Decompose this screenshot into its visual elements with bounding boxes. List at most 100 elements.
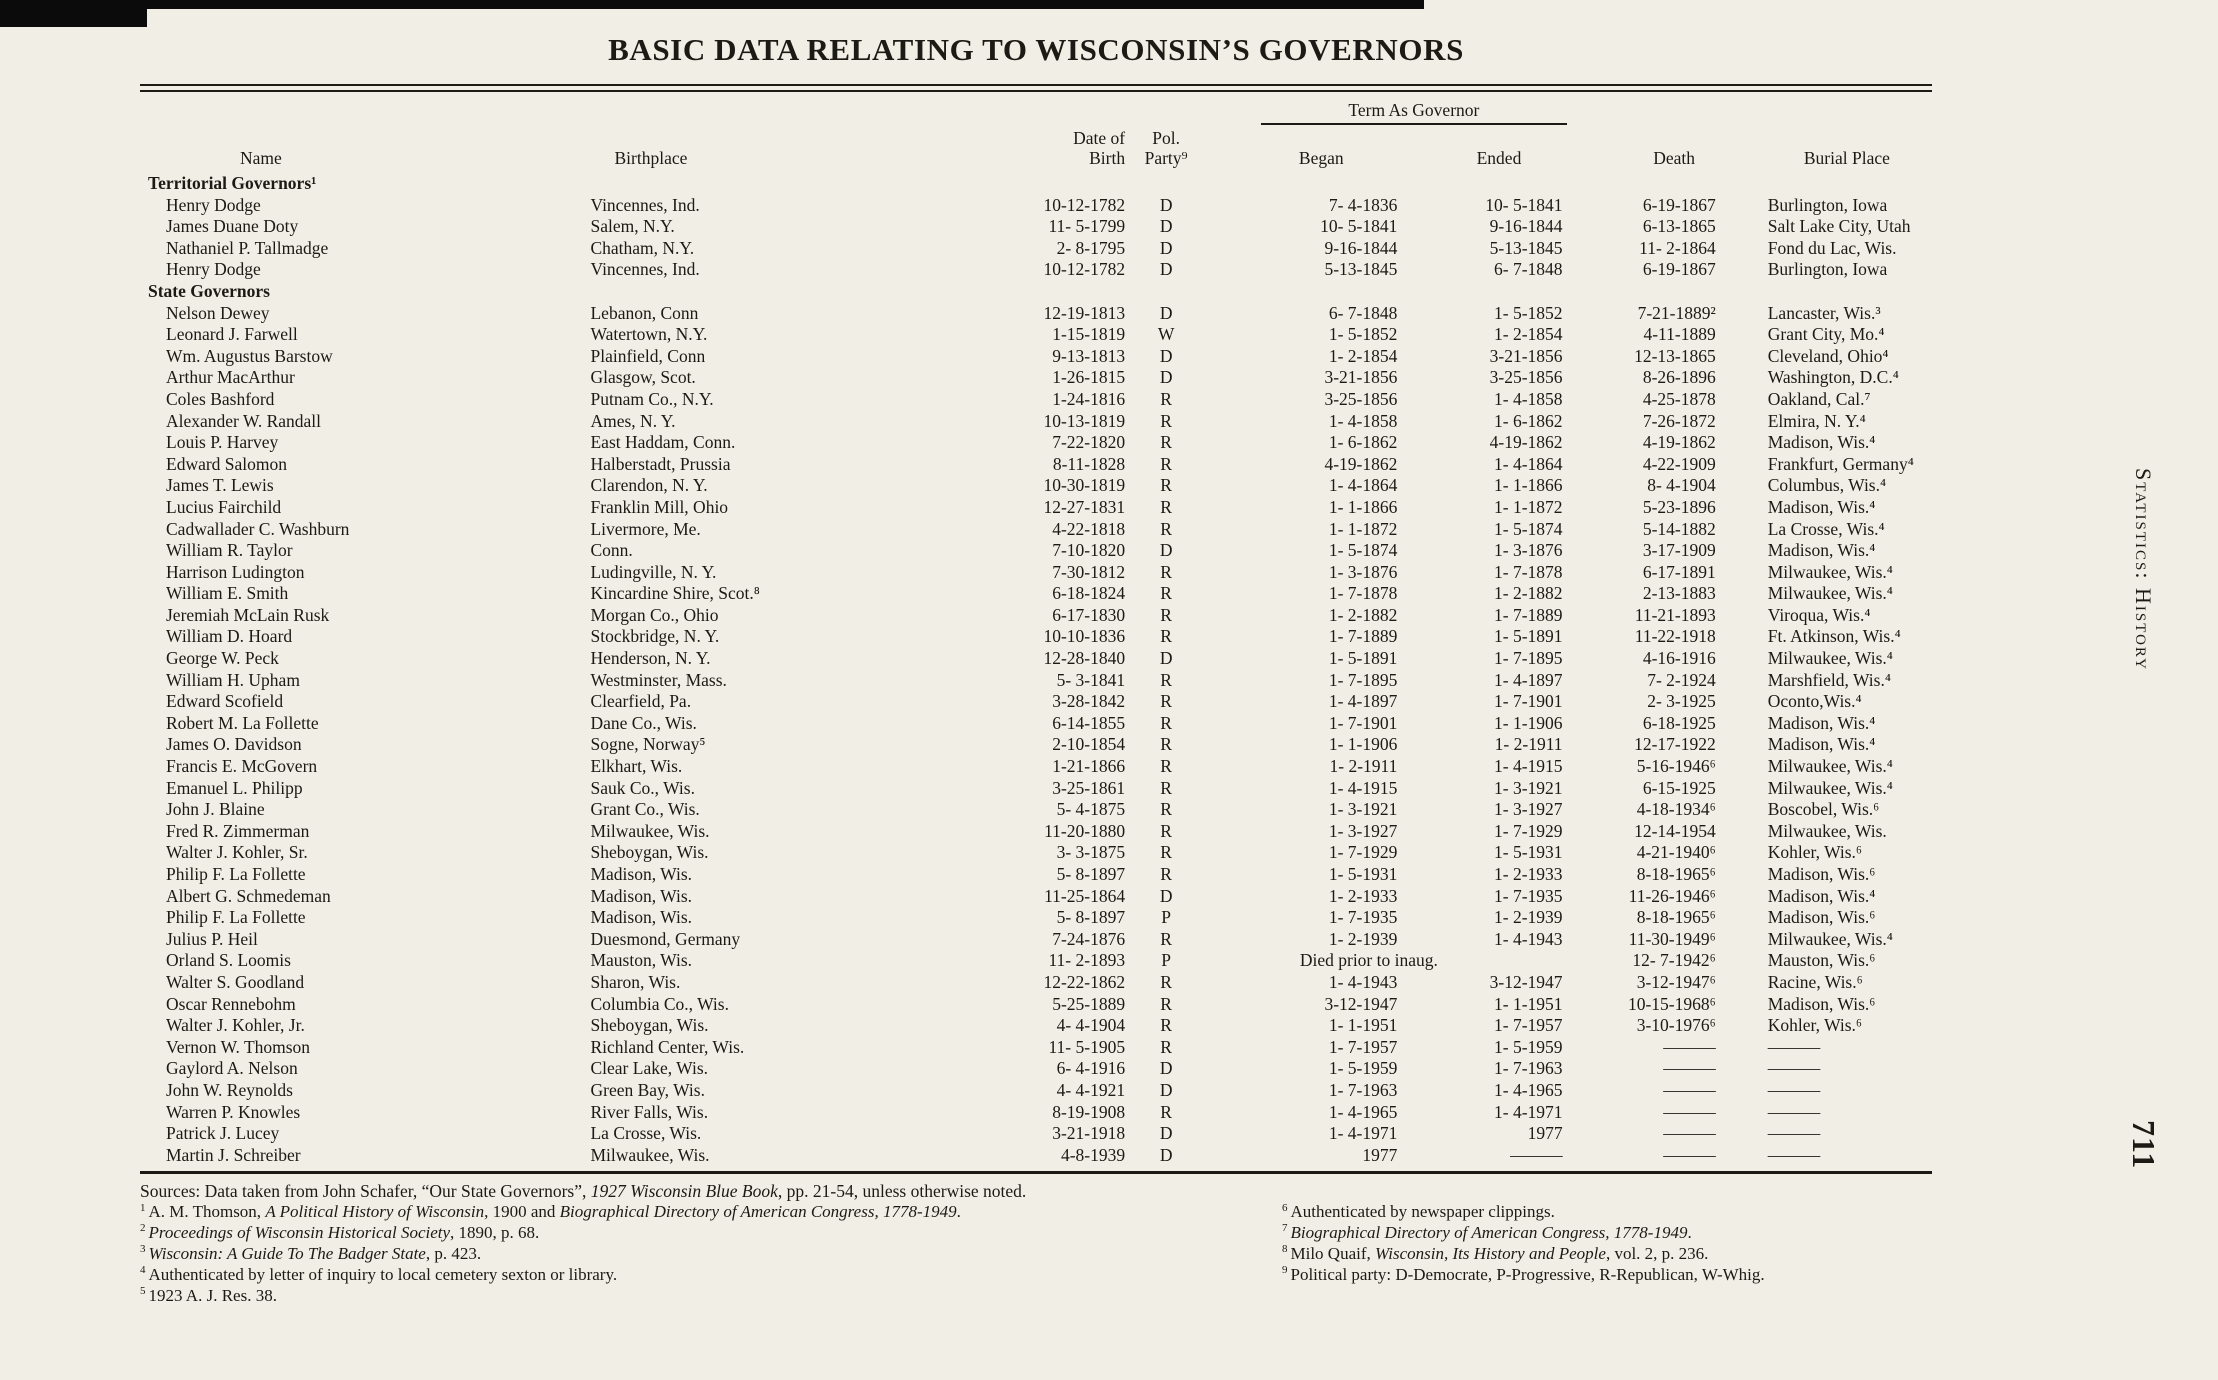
cell-death-date: 5-23-1896	[1642, 496, 1716, 517]
cell-term-began: 3-21-1856	[1324, 367, 1398, 388]
cell-birthplace: Milwaukee, Wis.	[590, 820, 710, 841]
governor-row: Walter J. Kohler, Jr. Sheboygan, Wis. 4- 4…	[140, 1015, 1932, 1037]
cell-term-ended: 1- 1-1866	[1494, 475, 1563, 496]
cell-death-date: 4-11-1889	[1643, 324, 1716, 345]
cell-term-ended: 1977	[1527, 1123, 1563, 1144]
cell-name: James Duane Doty	[166, 216, 299, 237]
cell-death-date: 8- 4-1904	[1647, 475, 1716, 496]
cell-term-began: 1- 3-1876	[1328, 561, 1398, 582]
cell-birth-date: 11-25-1864	[1044, 885, 1126, 906]
cell-name: Walter S. Goodland	[166, 971, 305, 992]
cell-term-ended: 1- 2-1911	[1494, 734, 1563, 755]
cell-name: Arthur MacArthur	[166, 367, 295, 388]
cell-birth-date: 8-19-1908	[1052, 1101, 1126, 1122]
cell-birth-date: 9-13-1813	[1052, 345, 1126, 366]
footnote-4: 4 Authenticated by letter of inquiry to l…	[140, 1264, 618, 1284]
cell-birth-date: 5-25-1889	[1052, 993, 1126, 1014]
footnote-marker: 2	[140, 1222, 146, 1235]
cell-birth-date: 1-21-1866	[1052, 756, 1126, 777]
col-header-ended: Ended	[1476, 148, 1522, 168]
col-header-party-line1: Pol.	[1152, 128, 1180, 148]
governor-row: Martin J. Schreiber Milwaukee, Wis. 4-8-19…	[140, 1145, 1932, 1167]
cell-term-ended: 1- 5-1852	[1494, 302, 1563, 323]
governor-row: James O. Davidson Sogne, Norway⁵ 2-10-1854…	[140, 734, 1932, 756]
cell-birthplace: Livermore, Me.	[590, 518, 701, 539]
cell-death-date: 5-14-1882	[1642, 518, 1716, 539]
section-heading-row: Territorial Governors¹	[140, 173, 1932, 195]
cell-name: Edward Scofield	[166, 691, 284, 712]
footnote-6: 6 Authenticated by newspaper clippings.	[1282, 1201, 1555, 1222]
cell-party: R	[1160, 388, 1172, 409]
cell-birthplace: Chatham, N.Y.	[590, 237, 695, 258]
cell-term-began: 1977	[1362, 1144, 1398, 1165]
cell-term-ended: 1- 7-1895	[1494, 648, 1563, 669]
cell-term-ended: 1- 7-1957	[1494, 1015, 1563, 1036]
cell-party: D	[1159, 885, 1173, 906]
cell-birthplace: Plainfield, Conn	[590, 345, 706, 366]
cell-burial-place: Kohler, Wis.⁶	[1767, 842, 1863, 863]
cell-death-date: 4-25-1878	[1642, 388, 1716, 409]
cell-birth-date: 4- 4-1921	[1056, 1079, 1126, 1100]
governor-row: Gaylord A. Nelson Clear Lake, Wis. 6- 4-19…	[140, 1058, 1932, 1080]
footnote-marker: 1	[140, 1201, 146, 1214]
column-header-row: Name Birthplace Date of Birth Pol. Party…	[140, 125, 1932, 173]
cell-burial-place: Oconto,Wis.⁴	[1767, 691, 1862, 712]
footnote-marker: 6	[1282, 1201, 1288, 1214]
governor-row: Lucius Fairchild Franklin Mill, Ohio 12-27…	[140, 497, 1932, 519]
cell-birth-date: 3-28-1842	[1052, 691, 1126, 712]
cell-burial-place: Fond du Lac, Wis.	[1767, 237, 1897, 258]
cell-burial-place: Milwaukee, Wis.⁴	[1767, 561, 1893, 582]
cell-birth-date: 5- 3-1841	[1056, 669, 1126, 690]
cell-term-ended: 1- 1-1906	[1494, 712, 1563, 733]
cell-birth-date: 4-8-1939	[1060, 1144, 1126, 1165]
footnote-8: 8 Milo Quaif, Wisconsin, Its History and …	[1282, 1243, 1709, 1263]
scan-corner-artifact	[0, 0, 147, 27]
footnote-2: 2 Proceedings of Wisconsin Historical Soc…	[140, 1222, 540, 1243]
cell-birthplace: Madison, Wis.	[590, 864, 693, 884]
cell-term-ended: 1- 3-1921	[1494, 777, 1563, 798]
cell-birthplace: Clear Lake, Wis.	[590, 1058, 709, 1079]
cell-term-ended: 1- 4-1915	[1494, 756, 1563, 777]
cell-death-date: 11-30-1949⁶	[1628, 928, 1716, 949]
cell-death-date: 6-13-1865	[1642, 216, 1716, 237]
cell-name: William D. Hoard	[166, 626, 293, 647]
cell-term-ended: 1- 7-1901	[1494, 691, 1563, 712]
col-header-birth-line1: Date of	[1073, 128, 1126, 148]
cell-death-date: 7-21-1889²	[1637, 302, 1716, 323]
cell-birth-date: 11- 5-1799	[1048, 216, 1126, 237]
governor-row: Walter J. Kohler, Sr. Sheboygan, Wis. 3- 3…	[140, 842, 1932, 864]
cell-birthplace: Ames, N. Y.	[590, 410, 676, 431]
cell-birth-date: 3- 3-1875	[1056, 842, 1126, 863]
cell-burial-place: Madison, Wis.⁶	[1767, 907, 1876, 928]
cell-name: James O. Davidson	[166, 734, 302, 755]
cell-birth-date: 2- 8-1795	[1056, 237, 1126, 258]
cell-name: James T. Lewis	[166, 475, 274, 496]
cell-burial-place: ———	[1767, 1144, 1821, 1165]
cell-birthplace: Elkhart, Wis.	[590, 756, 683, 777]
cell-term-began: 1- 7-1957	[1328, 1036, 1398, 1057]
cell-birthplace: Franklin Mill, Ohio	[590, 496, 729, 517]
cell-burial-place: ———	[1767, 1101, 1821, 1122]
cell-birthplace: Sharon, Wis.	[590, 971, 681, 992]
governor-row: William H. Upham Westminster, Mass. 5- 3-1…	[140, 670, 1932, 692]
cell-term-ended: 1- 2-1882	[1494, 583, 1563, 604]
governor-row: Jeremiah McLain Rusk Morgan Co., Ohio 6-17…	[140, 605, 1932, 627]
cell-party: W	[1157, 324, 1175, 345]
cell-death-date: 12-13-1865	[1634, 345, 1716, 366]
cell-birthplace: Morgan Co., Ohio	[590, 604, 719, 625]
footnote-3: 3 Wisconsin: A Guide To The Badger State,…	[140, 1243, 482, 1263]
cell-death-date: ———	[1663, 1058, 1716, 1079]
cell-birth-date: 10-30-1819	[1043, 475, 1126, 496]
title-double-rule	[140, 84, 1932, 92]
cell-burial-place: Elmira, N. Y.⁴	[1767, 410, 1866, 431]
cell-birth-date: 11-20-1880	[1044, 820, 1126, 841]
cell-death-date: 3-12-1947⁶	[1636, 971, 1716, 992]
cell-name: Nelson Dewey	[166, 302, 270, 323]
cell-birth-date: 11- 5-1905	[1048, 1036, 1126, 1057]
cell-term-ended: 1- 7-1889	[1494, 604, 1563, 625]
cell-death-date: 11-26-1946⁶	[1628, 885, 1716, 906]
cell-birth-date: 6- 4-1916	[1056, 1058, 1126, 1079]
cell-death-date: 11- 2-1864	[1639, 237, 1716, 258]
col-header-death: Death	[1653, 148, 1696, 168]
cell-burial-place: Frankfurt, Germany⁴	[1767, 453, 1914, 474]
